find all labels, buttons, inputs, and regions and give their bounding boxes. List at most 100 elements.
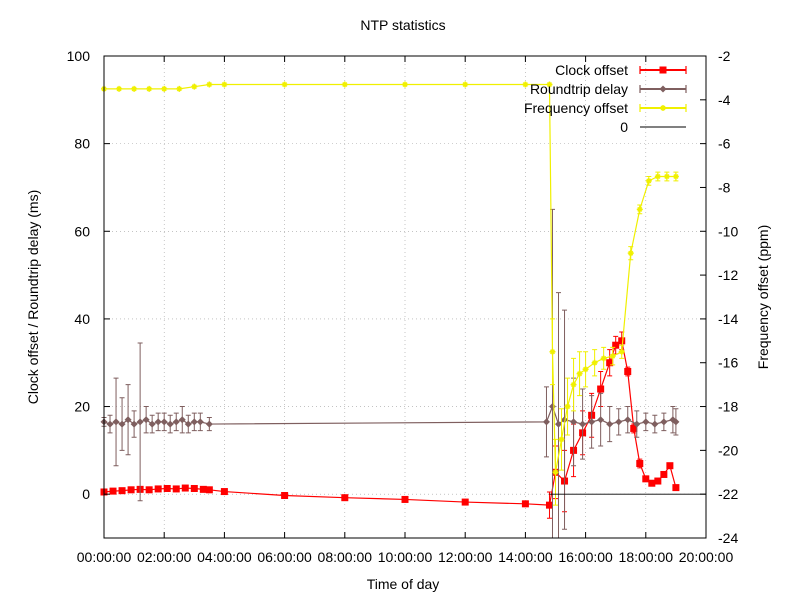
x-tick-label-7: 14:00:00 — [498, 549, 553, 565]
point-2-19 — [570, 381, 577, 388]
point-2-15 — [549, 348, 556, 355]
y2-axis-label: Frequency offset (ppm) — [755, 225, 771, 369]
point-1-5 — [130, 420, 138, 428]
y2-tick-label-2: -20 — [718, 442, 738, 458]
point-1-13 — [178, 416, 186, 424]
point-0-1 — [109, 487, 117, 495]
point-0-8 — [172, 485, 180, 493]
point-0-18 — [521, 500, 529, 508]
point-1-1 — [106, 420, 114, 428]
point-1-4 — [124, 416, 132, 424]
point-0-34 — [654, 477, 662, 485]
point-0-2 — [118, 487, 126, 495]
point-2-1 — [116, 85, 123, 92]
point-0-15 — [341, 494, 349, 502]
point-0-32 — [642, 475, 650, 483]
point-0-11 — [199, 485, 207, 493]
point-1-18 — [542, 418, 550, 426]
point-1-6 — [136, 418, 144, 426]
point-1-29 — [633, 420, 641, 428]
y-axis-label: Clock offset / Roundtrip delay (ms) — [25, 190, 41, 405]
x-tick-label-2: 04:00:00 — [197, 549, 252, 565]
series-layer — [100, 81, 706, 539]
legend-errbar-2 — [639, 104, 687, 112]
y-tick-label-4: 80 — [74, 136, 90, 152]
y2-tick-label-5: -14 — [718, 311, 738, 327]
point-0-3 — [127, 486, 135, 494]
point-2-18 — [564, 403, 571, 410]
series-2 — [101, 81, 679, 506]
legend-label-3: 0 — [620, 119, 628, 135]
point-0-28 — [618, 337, 626, 345]
point-1-12 — [172, 418, 180, 426]
point-2-5 — [176, 85, 183, 92]
point-0-35 — [660, 470, 668, 478]
point-2-23 — [600, 355, 607, 362]
y2-tick-label-4: -16 — [718, 355, 738, 371]
point-0-36 — [666, 462, 674, 470]
point-1-32 — [660, 418, 668, 426]
point-1-28 — [624, 416, 632, 424]
point-2-2 — [131, 85, 138, 92]
point-2-12 — [462, 81, 469, 88]
point-0-27 — [612, 341, 620, 349]
point-2-27 — [636, 206, 643, 213]
point-1-20 — [555, 420, 563, 428]
x-tick-label-10: 20:00:00 — [679, 549, 734, 565]
point-0-19 — [545, 501, 553, 509]
x-axis-label: Time of day — [367, 576, 440, 592]
point-2-25 — [618, 348, 625, 355]
grid — [104, 56, 706, 538]
point-2-14 — [546, 81, 553, 88]
point-0-13 — [220, 488, 228, 496]
point-1-30 — [642, 418, 650, 426]
y-tick-label-2: 40 — [74, 311, 90, 327]
y2-tick-label-7: -10 — [718, 223, 738, 239]
legend-marker-2 — [660, 105, 666, 111]
point-2-24 — [609, 353, 616, 360]
x-tick-label-3: 06:00:00 — [257, 549, 312, 565]
point-0-29 — [624, 367, 632, 375]
point-1-11 — [166, 420, 174, 428]
point-0-17 — [461, 498, 469, 506]
point-2-4 — [161, 85, 168, 92]
y-tick-label-3: 60 — [74, 223, 90, 239]
legend-label-0: Clock offset — [555, 62, 628, 78]
point-0-6 — [154, 485, 162, 493]
point-0-25 — [597, 385, 605, 393]
point-0-16 — [401, 495, 409, 503]
y-tick-label-0: 0 — [82, 486, 90, 502]
point-1-24 — [588, 418, 596, 426]
point-1-7 — [142, 416, 150, 424]
point-0-5 — [145, 486, 153, 494]
point-2-26 — [627, 250, 634, 257]
ticks: 00:00:00 02:00:00 04:00:00 06:00:00 08:00:00… — [67, 48, 739, 565]
y2-tick-label-3: -18 — [718, 399, 738, 415]
point-1-3 — [118, 420, 126, 428]
point-1-10 — [160, 418, 168, 426]
point-2-17 — [558, 436, 565, 443]
point-1-2 — [112, 418, 120, 426]
x-tick-label-1: 02:00:00 — [137, 549, 192, 565]
legend-marker-1 — [659, 85, 667, 93]
chart-title: NTP statistics — [360, 17, 445, 33]
x-tick-label-0: 00:00:00 — [77, 549, 132, 565]
y2-tick-label-6: -12 — [718, 267, 738, 283]
y2-tick-label-11: -2 — [718, 48, 731, 64]
point-0-10 — [190, 484, 198, 492]
point-2-13 — [522, 81, 529, 88]
point-0-33 — [648, 479, 656, 487]
y-tick-label-1: 20 — [74, 399, 90, 415]
x-tick-label-5: 10:00:00 — [378, 549, 433, 565]
legend-errbar-0 — [639, 66, 687, 74]
point-1-8 — [148, 420, 156, 428]
point-2-21 — [582, 366, 589, 373]
point-2-29 — [654, 173, 661, 180]
point-0-26 — [606, 359, 614, 367]
y2-tick-label-9: -6 — [718, 136, 731, 152]
point-0-12 — [205, 486, 213, 494]
point-0-7 — [163, 484, 171, 492]
legend-label-1: Roundtrip delay — [530, 81, 628, 97]
